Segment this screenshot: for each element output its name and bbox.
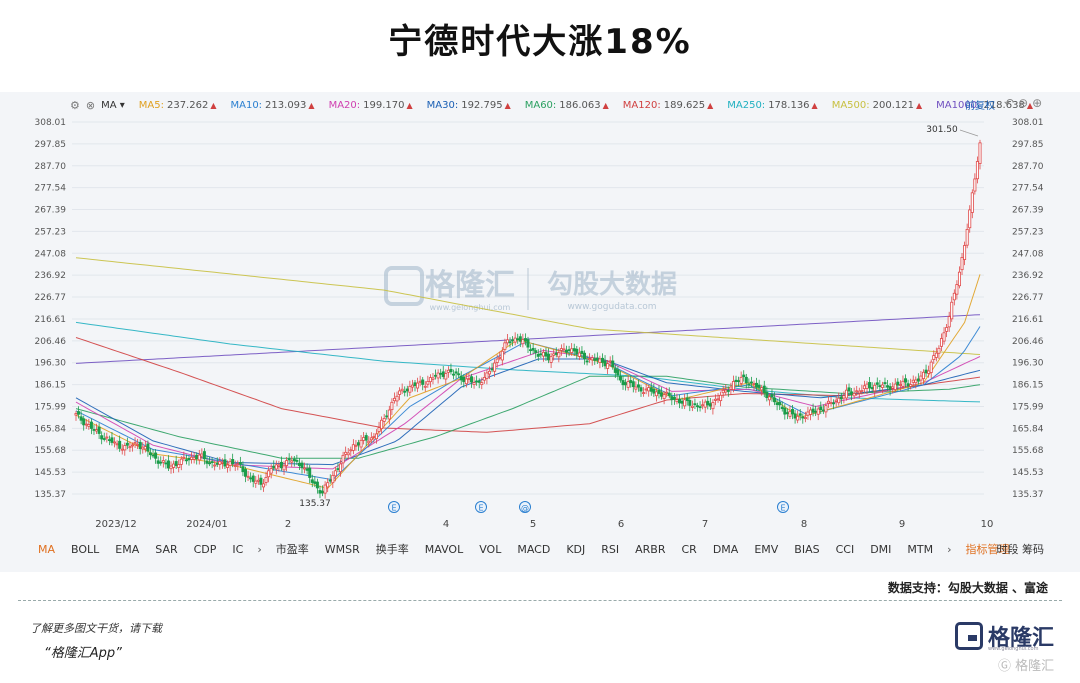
tab-20[interactable]: DMI [870,542,892,556]
tab-8[interactable]: 换手率 [375,543,409,556]
undo-icon[interactable]: ↶ [1004,96,1019,110]
ma-legend-ma1000: MA1000: 218.638 ▲ [936,99,1033,111]
tab-7[interactable]: WMSR [324,542,360,556]
tab-3[interactable]: SAR [155,542,178,556]
ma-legend-ma20: MA20: 199.170 ▲ [328,99,413,111]
data-credit: 数据支持：勾股大数据 、富途 [887,581,1048,595]
ma-legend-ma5: MA5: 237.262 ▲ [138,99,217,111]
tab-14[interactable]: ARBR [635,542,666,556]
tab-17[interactable]: EMV [754,542,779,556]
tab-0[interactable]: MA [38,542,56,556]
tab-18[interactable]: BIAS [794,542,820,556]
ma-legend-ma500: MA500: 200.121 ▲ [831,99,923,111]
tab-11[interactable]: MACD [517,542,551,556]
tab-1[interactable]: BOLL [71,542,100,556]
tab-6[interactable]: 市盈率 [275,543,309,556]
tab-4[interactable]: CDP [193,542,217,556]
indicator-selector[interactable]: MA ▾ [101,99,125,111]
tab-right-options[interactable]: 时段 筹码 [996,543,1045,556]
ma-legend-ma30: MA30: 192.795 ▲ [426,99,511,111]
settings-icon[interactable]: ⚙ [70,98,80,112]
tab-9[interactable]: MAVOL [424,542,464,556]
logo-g-icon [955,622,983,650]
tab-10[interactable]: VOL [479,542,502,556]
zoom-in-icon[interactable]: ⊕ [1032,96,1047,110]
tab-5[interactable]: IC [232,542,244,556]
bottom-watermark: Ⓖ 格隆汇 [998,659,1055,674]
tab-15[interactable]: CR [681,542,697,556]
tabs-scroll-icon[interactable]: › [947,542,952,556]
ma-legend-ma120: MA120: 189.625 ▲ [622,99,714,111]
indicator-tabs: MA BOLL EMA SAR CDP IC › 市盈率 WMSR 换手率 MAVOL VOL MACD… [0,539,1080,559]
adjust-mode-button[interactable]: 前复权 [965,101,995,112]
chart-tools: ↶⊖⊕ [1004,96,1046,110]
tab-12[interactable]: KDJ [566,542,586,556]
tabs-scroll-icon[interactable]: › [257,542,262,556]
tab-21[interactable]: MTM [907,542,934,556]
zoom-out-icon[interactable]: ⊖ [1018,96,1033,110]
ma-legend-ma60: MA60: 186.063 ▲ [524,99,609,111]
footer-line2: “格隆汇App” [44,646,122,661]
divider [18,600,1062,601]
gelonghui-logo: 格隆汇 www.gelonghui.com [955,620,1054,652]
ma-legend-bar: ⚙ ⊗ MA ▾ MA5: 237.262 ▲ MA10: 213.093 ▲ MA20: 1… [70,96,1047,114]
ma-legend-ma250: MA250: 178.136 ▲ [727,99,818,111]
close-icon[interactable]: ⊗ [85,98,96,112]
tab-13[interactable]: RSI [601,542,620,556]
chart-panel [0,92,1080,572]
ma-legend-ma10: MA10: 213.093 ▲ [230,99,315,111]
tab-16[interactable]: DMA [712,542,739,556]
footer-line1: 了解更多图文干货，请下载 [30,622,162,635]
page-title: 宁德时代大涨18% [388,22,692,62]
tab-22[interactable]: 指标管理 [965,543,1010,556]
tab-2[interactable]: EMA [115,542,140,556]
tab-19[interactable]: CCI [835,542,855,556]
